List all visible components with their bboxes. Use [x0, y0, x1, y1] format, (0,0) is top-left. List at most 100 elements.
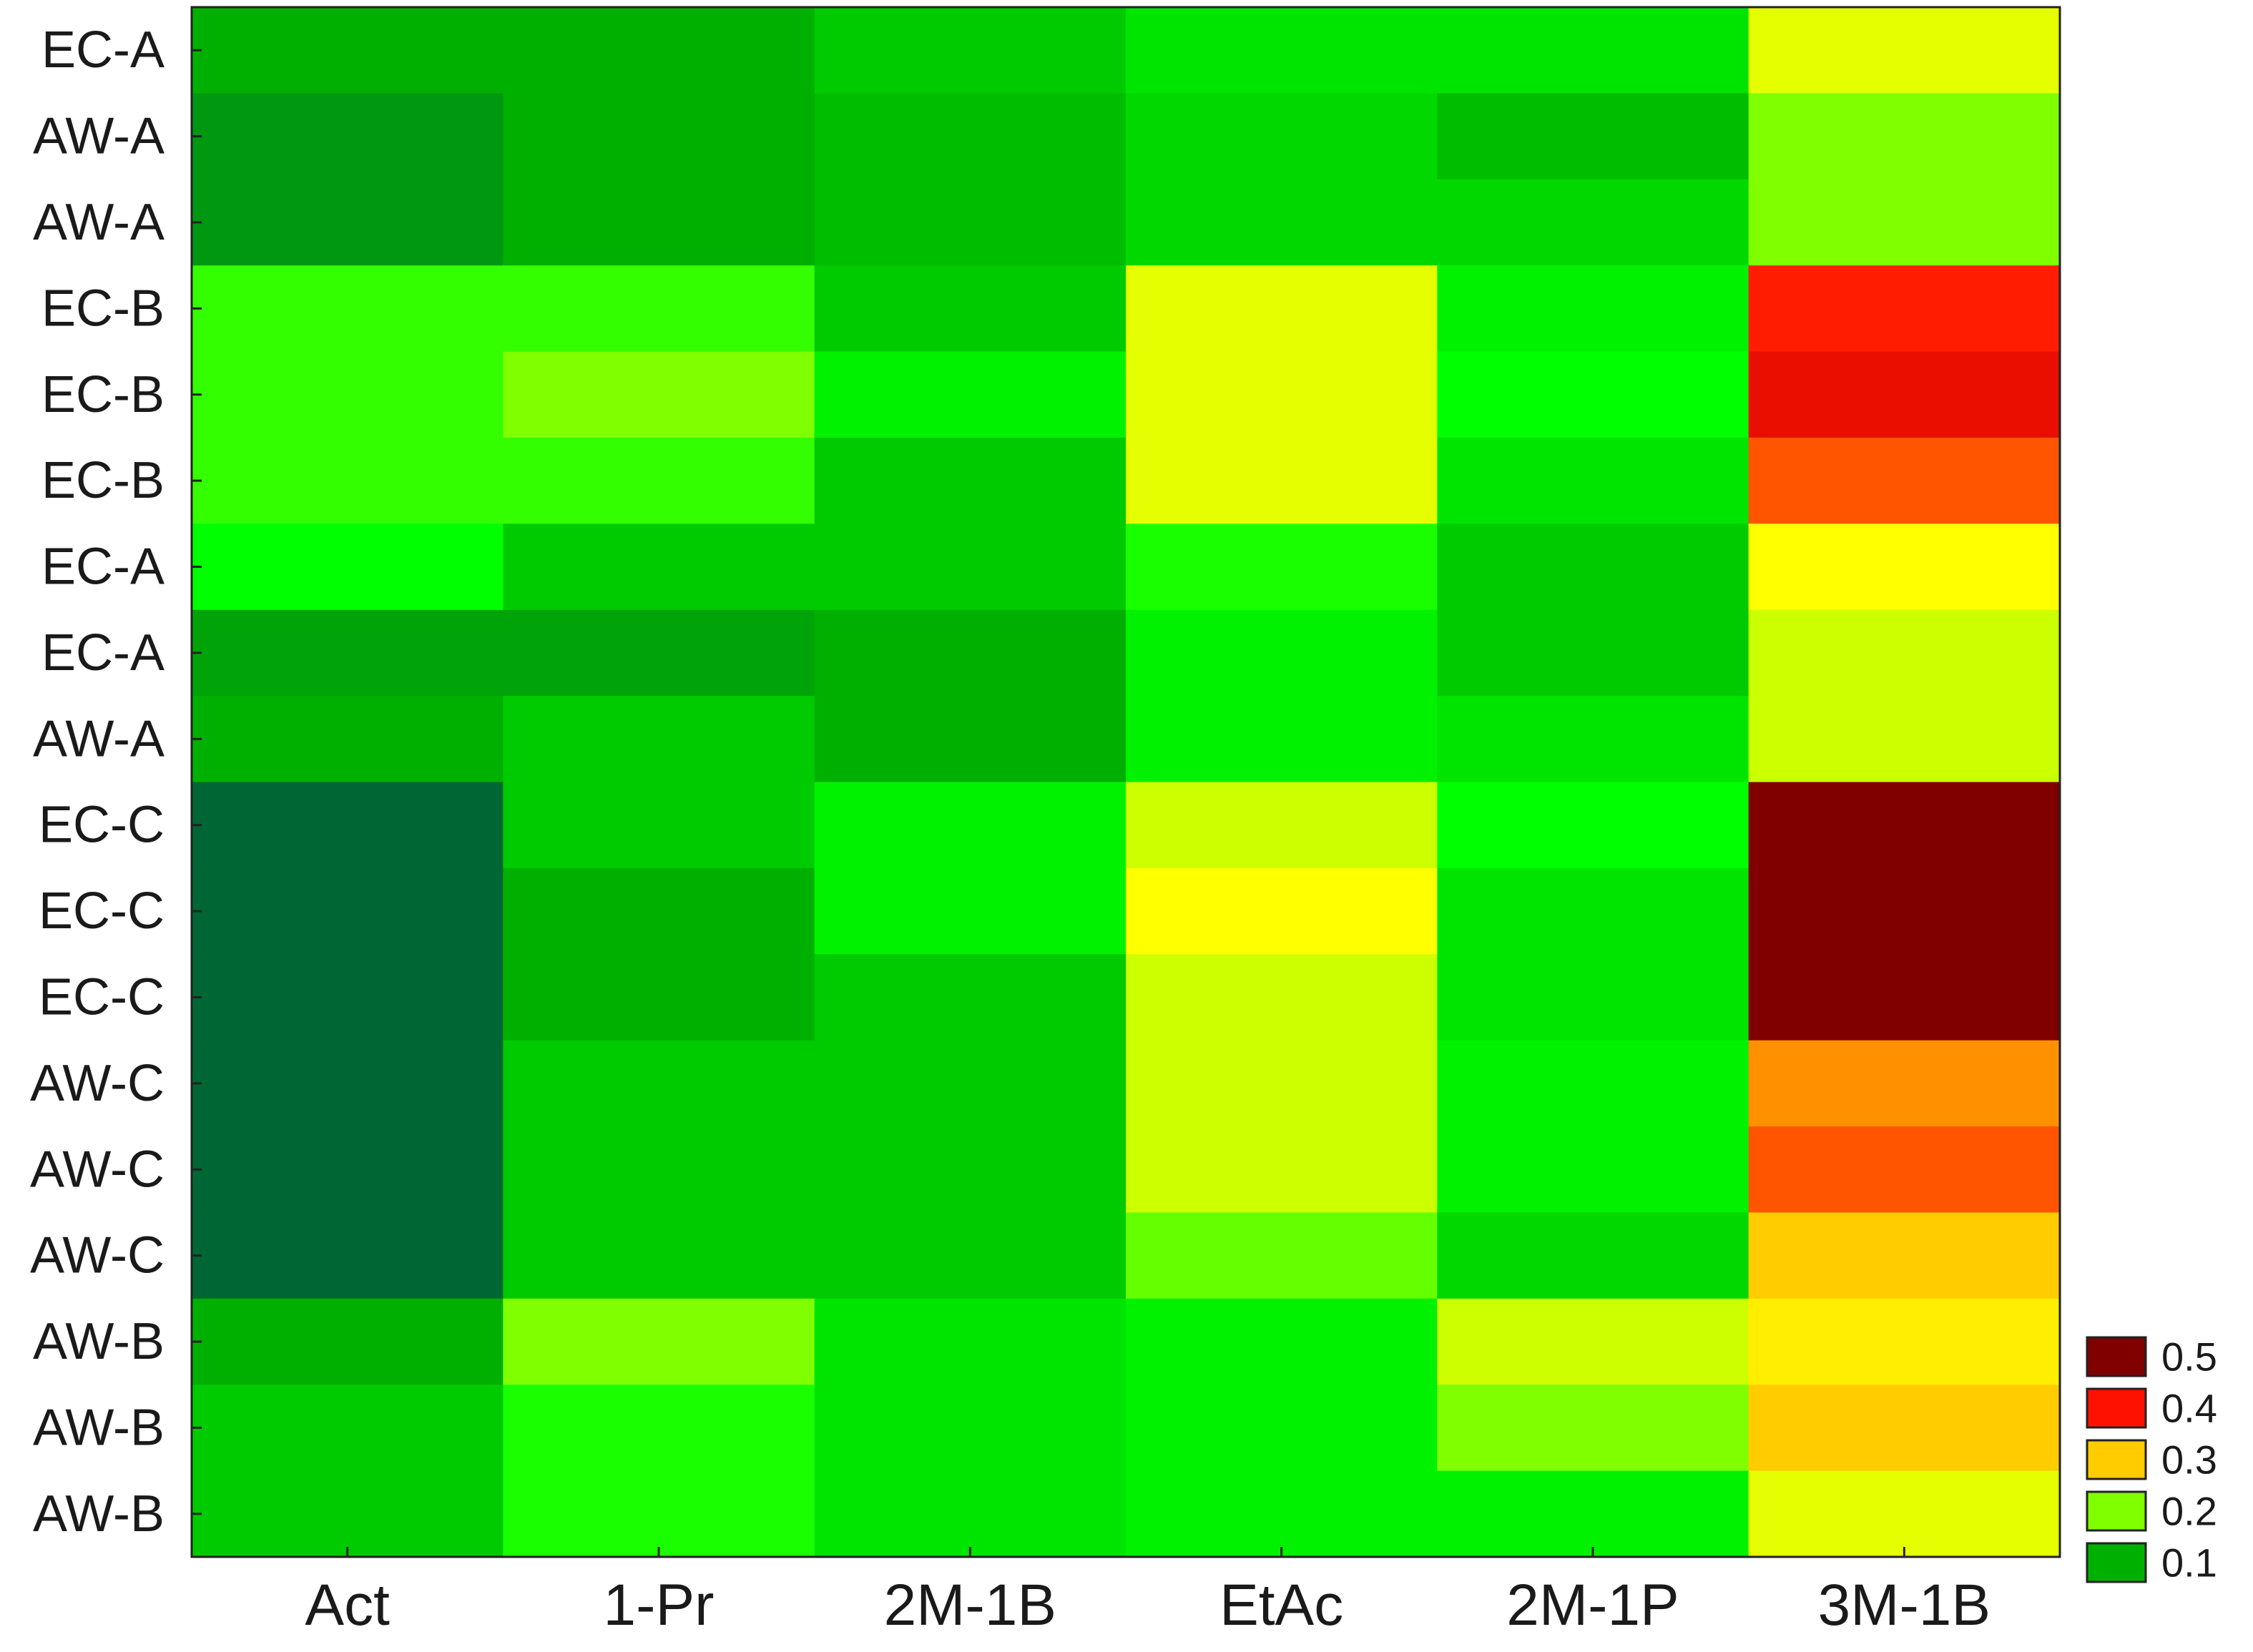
heatmap-cell-14-2 — [814, 1212, 1126, 1299]
heatmap-cell-10-5 — [1748, 867, 2061, 955]
heatmap-cell-12-3 — [1126, 1040, 1438, 1127]
heatmap-cell-1-3 — [1126, 93, 1438, 180]
legend-swatch — [2086, 1336, 2147, 1377]
heatmap-cell-17-5 — [1748, 1470, 2061, 1558]
heatmap-cell-4-2 — [814, 351, 1126, 438]
heatmap-cell-17-1 — [503, 1470, 815, 1558]
heatmap-cell-2-4 — [1437, 179, 1749, 266]
y-tick-label: EC-A — [41, 21, 165, 79]
heatmap-cell-1-0 — [192, 93, 504, 180]
heatmap-cell-8-3 — [1126, 696, 1438, 783]
heatmap-cell-4-5 — [1748, 351, 2061, 438]
heatmap-cell-12-0 — [192, 1040, 504, 1127]
heatmap-cell-15-2 — [814, 1298, 1126, 1385]
y-tick-label: EC-A — [41, 539, 165, 596]
heatmap-cell-10-4 — [1437, 867, 1749, 955]
legend-label: 0.2 — [2161, 1489, 2217, 1534]
y-tick-label: EC-B — [41, 452, 165, 509]
heatmap-cell-9-3 — [1126, 782, 1438, 869]
heatmap-cell-3-2 — [814, 265, 1126, 353]
heatmap-cell-1-2 — [814, 93, 1126, 180]
plot-border — [190, 6, 2061, 1558]
heatmap-cell-4-1 — [503, 351, 815, 438]
heatmap-cell-13-1 — [503, 1126, 815, 1214]
heatmap-cell-7-2 — [814, 609, 1126, 697]
heatmap-cell-4-3 — [1126, 351, 1438, 438]
heatmap-cell-9-0 — [192, 782, 504, 869]
heatmap-cell-4-0 — [192, 351, 504, 438]
heatmap-cell-15-5 — [1748, 1298, 2061, 1385]
heatmap-cell-6-3 — [1126, 523, 1438, 611]
y-tick-label: AW-C — [30, 1141, 165, 1198]
y-tick-label: AW-A — [33, 194, 165, 251]
y-tick-label: EC-B — [41, 366, 165, 423]
heatmap-cell-8-0 — [192, 696, 504, 783]
heatmap-cell-15-3 — [1126, 1298, 1438, 1385]
heatmap-cells — [192, 7, 2061, 1558]
heatmap-cell-14-0 — [192, 1212, 504, 1299]
heatmap-cell-11-5 — [1748, 954, 2061, 1041]
heatmap-cell-5-0 — [192, 437, 504, 524]
heatmap-cell-8-4 — [1437, 696, 1749, 783]
heatmap-cell-7-5 — [1748, 609, 2061, 697]
y-tick-label: EC-C — [39, 797, 165, 854]
heatmap-cell-17-3 — [1126, 1470, 1438, 1558]
heatmap-cell-7-1 — [503, 609, 815, 697]
heatmap-cell-16-1 — [503, 1385, 815, 1472]
heatmap-cell-0-3 — [1126, 7, 1438, 94]
heatmap-cell-7-4 — [1437, 609, 1749, 697]
heatmap-cell-16-5 — [1748, 1385, 2061, 1472]
y-tick-label: EC-A — [41, 624, 165, 682]
heatmap-cell-5-5 — [1748, 437, 2061, 524]
heatmap-cell-8-2 — [814, 696, 1126, 783]
heatmap-cell-12-5 — [1748, 1040, 2061, 1127]
heatmap-cell-7-3 — [1126, 609, 1438, 697]
legend-label: 0.1 — [2161, 1540, 2217, 1585]
heatmap-cell-11-1 — [503, 954, 815, 1041]
heatmap-cell-13-3 — [1126, 1126, 1438, 1214]
heatmap-cell-6-4 — [1437, 523, 1749, 611]
heatmap-cell-0-5 — [1748, 7, 2061, 94]
heatmap-cell-17-4 — [1437, 1470, 1749, 1558]
heatmap-cell-1-1 — [503, 93, 815, 180]
heatmap-cell-9-2 — [814, 782, 1126, 869]
heatmap-cell-7-0 — [192, 609, 504, 697]
x-tick-label: Act — [305, 1573, 390, 1638]
heatmap-cell-3-5 — [1748, 265, 2061, 353]
heatmap-cell-8-5 — [1748, 696, 2061, 783]
heatmap-cell-1-4 — [1437, 93, 1749, 180]
heatmap-cell-0-4 — [1437, 7, 1749, 94]
heatmap-cell-2-3 — [1126, 179, 1438, 266]
heatmap-cell-2-0 — [192, 179, 504, 266]
heatmap-cell-9-5 — [1748, 782, 2061, 869]
heatmap-cell-11-0 — [192, 954, 504, 1041]
heatmap-cell-2-1 — [503, 179, 815, 266]
legend-label: 0.5 — [2161, 1334, 2217, 1380]
heatmap-cell-2-5 — [1748, 179, 2061, 266]
heatmap-cell-6-2 — [814, 523, 1126, 611]
heatmap-cell-12-2 — [814, 1040, 1126, 1127]
heatmap-cell-5-1 — [503, 437, 815, 524]
heatmap-cell-0-2 — [814, 7, 1126, 94]
heatmap-cell-14-5 — [1748, 1212, 2061, 1299]
heatmap-cell-5-3 — [1126, 437, 1438, 524]
heatmap-cell-2-2 — [814, 179, 1126, 266]
heatmap-cell-0-0 — [192, 7, 504, 94]
y-tick-label: EC-B — [41, 280, 165, 337]
heatmap-cell-3-3 — [1126, 265, 1438, 353]
heatmap-cell-10-0 — [192, 867, 504, 955]
y-tick-label: AW-A — [33, 108, 165, 165]
heatmap-cell-16-0 — [192, 1385, 504, 1472]
plot-frame — [190, 6, 2061, 1558]
y-tick-label: AW-C — [30, 1055, 165, 1112]
legend-swatch — [2086, 1439, 2147, 1480]
heatmap-cell-16-4 — [1437, 1385, 1749, 1472]
heatmap-cell-9-1 — [503, 782, 815, 869]
x-tick-label: 2M-1B — [884, 1573, 1057, 1638]
y-tick-label: AW-B — [33, 1485, 165, 1543]
x-tick-label: 3M-1B — [1818, 1573, 1991, 1638]
heatmap-cell-10-2 — [814, 867, 1126, 955]
heatmap-cell-13-5 — [1748, 1126, 2061, 1214]
heatmap-cell-17-2 — [814, 1470, 1126, 1558]
